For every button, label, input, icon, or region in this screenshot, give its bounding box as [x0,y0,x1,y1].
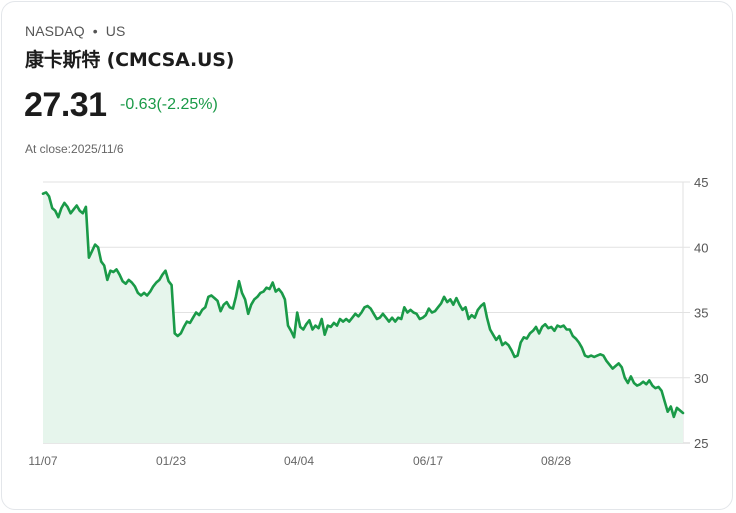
price-change: -0.63(-2.25%) [120,96,218,113]
y-tick-label: 30 [694,371,708,386]
current-price: 27.31 [24,86,107,124]
y-tick-label: 25 [694,436,708,451]
y-tick-label: 40 [694,240,708,255]
x-tick-label: 01/23 [156,454,186,468]
price-area-fill [43,192,683,443]
exchange-line: NASDAQ • US [25,23,125,39]
stock-title: 康卡斯特 (CMCSA.US) [25,49,235,71]
x-tick-label: 08/28 [541,454,571,468]
y-axis-labels: 45 40 35 30 25 [694,175,708,451]
x-axis-labels: 11/07 01/23 04/04 06/17 08/28 [28,454,571,468]
region: US [105,23,126,39]
exchange-name: NASDAQ [25,23,85,39]
x-tick-label: 04/04 [284,454,314,468]
separator-dot: • [92,23,98,39]
x-tick-label: 06/17 [413,454,443,468]
y-tick-label: 35 [694,306,708,321]
x-tick-label: 11/07 [28,454,57,468]
close-date: At close:2025/11/6 [25,142,124,156]
price-line [41,191,685,419]
y-tick-label: 45 [694,175,708,190]
